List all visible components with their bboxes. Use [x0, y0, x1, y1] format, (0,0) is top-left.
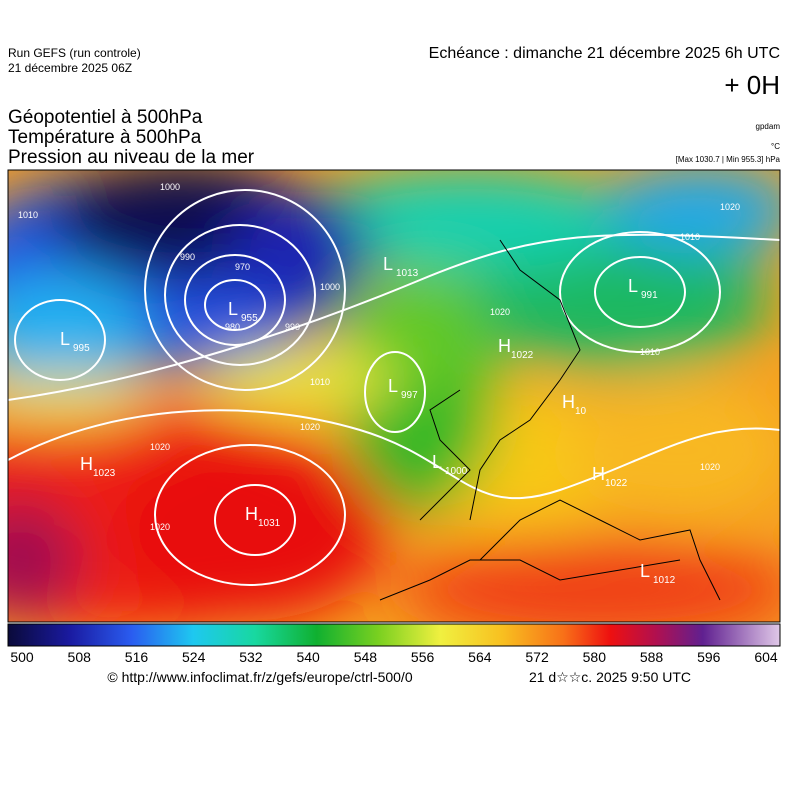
isobar-label: 1020: [300, 422, 320, 432]
center-letter: H: [562, 392, 575, 412]
isobar-label: 1000: [160, 182, 180, 192]
isobar-label: 1010: [640, 347, 660, 357]
center-letter: L: [228, 299, 238, 319]
center-letter: L: [60, 329, 70, 349]
colorbar-label: 516: [125, 649, 149, 665]
offset: + 0H: [724, 70, 780, 100]
center-letter: L: [432, 452, 442, 472]
isobar-label: 1010: [310, 377, 330, 387]
isobar-label: 1020: [150, 522, 170, 532]
colorbar-label: 564: [468, 649, 492, 665]
center-value: 1023: [93, 468, 116, 479]
center-letter: L: [388, 376, 398, 396]
center-letter: H: [498, 336, 511, 356]
isobar-label: 990: [180, 252, 195, 262]
center-value: 1031: [258, 518, 281, 529]
isobar-label: 1020: [700, 462, 720, 472]
isobar-label: 1000: [320, 282, 340, 292]
title: Géopotentiel à 500hPa: [8, 107, 203, 128]
colorbar-label: 604: [754, 649, 778, 665]
center-value: 1022: [605, 478, 628, 489]
run-date: 21 décembre 2025 06Z: [8, 61, 133, 75]
center-value: 1013: [396, 268, 419, 279]
coastlines: [379, 239, 721, 601]
center-value: 1000: [445, 466, 468, 477]
isobars: [8, 189, 780, 586]
run-label: Run GEFS (run controle): [8, 46, 141, 60]
footer-source: © http://www.infoclimat.fr/z/gefs/europe…: [107, 669, 412, 685]
isobar-label: 1010: [18, 210, 38, 220]
center-value: 1012: [653, 575, 676, 586]
colorbar-label: 588: [640, 649, 664, 665]
center-value: 955: [241, 313, 258, 324]
colorbar-label: 500: [10, 649, 34, 665]
colorbar-label: 572: [525, 649, 549, 665]
isobar-label: 1020: [150, 442, 170, 452]
isobar-label: 990: [285, 322, 300, 332]
center-letter: L: [628, 276, 638, 296]
colorbar-label: 540: [296, 649, 320, 665]
center-value: 991: [641, 290, 658, 301]
center-value: 997: [401, 390, 418, 401]
colorbar-label: 524: [182, 649, 206, 665]
echeance: Echéance : dimanche 21 décembre 2025 6h …: [428, 45, 780, 62]
colorbar-label: 596: [697, 649, 721, 665]
isobar-label: 970: [235, 262, 250, 272]
center-letter: L: [383, 254, 393, 274]
unit: [Max 1030.7 | Min 955.3] hPa: [675, 155, 780, 164]
unit: °C: [771, 142, 780, 151]
footer-stamp: 21 d☆☆c. 2025 9:50 UTC: [529, 669, 691, 685]
isobar-label: 1020: [720, 202, 740, 212]
field: [8, 170, 780, 622]
center-letter: L: [640, 561, 650, 581]
colorbar-label: 580: [583, 649, 607, 665]
isobar-label: 1020: [490, 307, 510, 317]
center-value: 995: [73, 343, 90, 354]
colorbar-label: 548: [354, 649, 378, 665]
title: Pression au niveau de la mer: [8, 147, 255, 168]
center-letter: H: [80, 454, 93, 474]
isobar-label: 980: [225, 322, 240, 332]
center-letter: H: [245, 504, 258, 524]
colorbar: [7, 623, 781, 647]
map-frame: [7, 169, 781, 623]
center-value: 1022: [511, 350, 534, 361]
title: Température à 500hPa: [8, 127, 202, 148]
unit: gpdam: [755, 122, 780, 131]
isobar-label: 1010: [680, 232, 700, 242]
colorbar-label: 532: [239, 649, 263, 665]
colorbar-label: 508: [68, 649, 92, 665]
center-letter: H: [592, 464, 605, 484]
center-value: 10: [575, 406, 587, 417]
colorbar-label: 556: [411, 649, 435, 665]
